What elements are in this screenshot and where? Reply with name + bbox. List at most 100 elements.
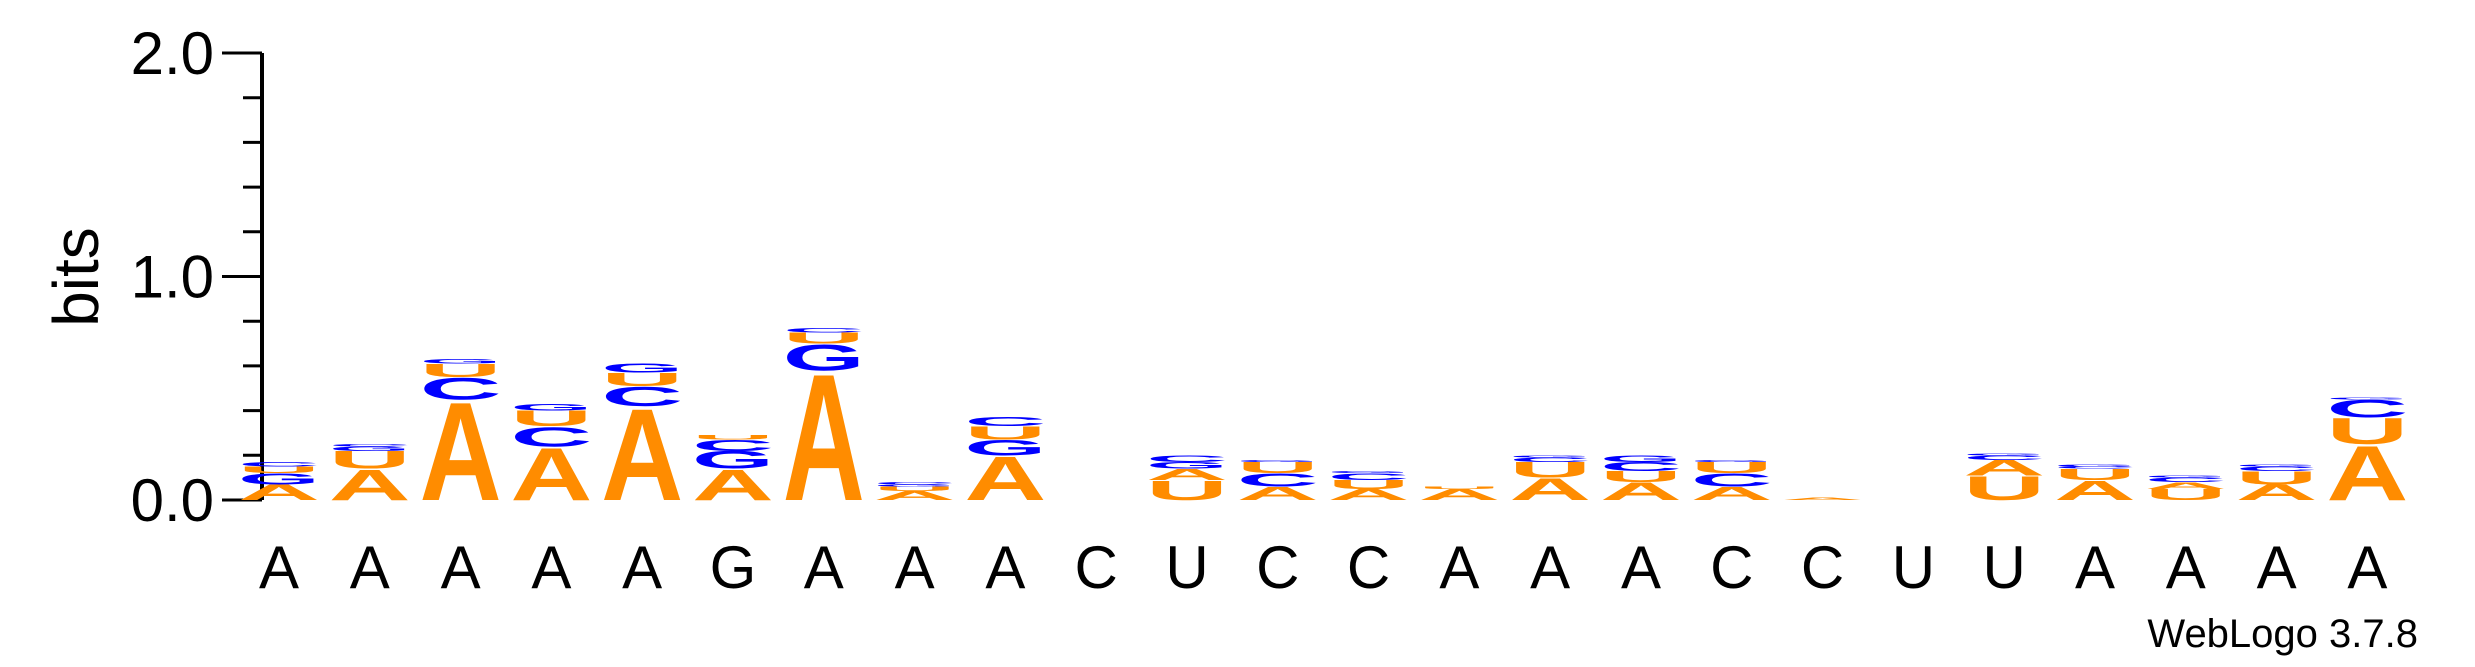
logo-letter-U: U (874, 485, 956, 492)
logo-letter-U: U (692, 434, 774, 441)
logo-letter-A: A (692, 461, 774, 510)
y-axis-label: bits (40, 227, 112, 327)
x-tick-label: C (1801, 534, 1844, 601)
logo-letter-A: A (2326, 430, 2408, 517)
logo-letter-A: A (874, 489, 956, 503)
logo-letter-U: U (1509, 458, 1591, 482)
logo-letter-G: G (420, 358, 502, 365)
logo-letter-G: G (874, 484, 956, 487)
x-tick-label: A (350, 534, 390, 601)
logo-letter-A: A (2236, 480, 2318, 504)
x-tick-label: A (259, 534, 299, 601)
logo-letter-A: A (510, 433, 592, 516)
letter-stack: AU (1418, 486, 1500, 503)
logo-letter-C: C (692, 437, 774, 454)
x-tick-label: U (1892, 534, 1935, 601)
logo-letter-U: U (1418, 486, 1500, 489)
logo-letter-G: G (329, 445, 411, 452)
logo-letter-G: G (1963, 452, 2045, 455)
logo-letter-C: C (1963, 454, 2045, 461)
x-tick-label: A (2166, 534, 2206, 601)
logo-letter-G: G (1328, 470, 1410, 473)
logo-letter-A: A (1146, 466, 1228, 483)
x-tick-label: A (804, 534, 844, 601)
logo-letter-U: U (329, 447, 411, 475)
logo-letter-A: A (2145, 480, 2227, 490)
logo-letter-C: C (1691, 470, 1773, 491)
logo-letter-C: C (1600, 460, 1682, 474)
logo-letter-A: A (783, 337, 865, 539)
logo-letter-C: C (1237, 470, 1319, 491)
logo-letter-U: U (1600, 468, 1682, 485)
logo-letter-C: C (783, 327, 865, 334)
x-tick-label: A (2075, 534, 2115, 601)
y-ticks: 0.0 1.0 2.0 (131, 20, 262, 534)
logo-letter-A: A (1963, 456, 2045, 480)
logo-letter-U: U (2326, 410, 2408, 452)
logo-letter-U: U (2236, 468, 2318, 489)
x-tick-label: C (1075, 534, 1118, 601)
logo-letter-U: U (2054, 466, 2136, 483)
x-tick-label: A (895, 534, 935, 601)
logo-letter-U: U (1237, 459, 1319, 476)
logo-letter-A: A (1691, 483, 1773, 504)
logo-letter-G: G (1146, 460, 1228, 471)
logo-letter-G: G (964, 436, 1046, 460)
logo-letter-C: C (874, 482, 956, 485)
logo-letter-G: G (601, 361, 683, 375)
logo-letter-G: G (1600, 453, 1682, 464)
x-tick-label: C (1256, 534, 1299, 601)
y-tick-label: 2.0 (131, 20, 214, 87)
logo-letter-U: U (1691, 459, 1773, 476)
logo-letter-G: G (2236, 464, 2318, 467)
logo-letter-G: G (1691, 459, 1773, 462)
logo-letter-U: U (420, 360, 502, 381)
logo-letter-G: G (2326, 397, 2408, 400)
logo-letter-A: A (1600, 478, 1682, 506)
logo-letter-A: A (964, 444, 1046, 514)
logo-letter-U: U (1146, 475, 1228, 507)
y-tick-label: 1.0 (131, 244, 214, 311)
logo-letter-A: A (1328, 486, 1410, 503)
logo-letter-C: C (964, 415, 1046, 429)
logo-letter-A: A (329, 461, 411, 510)
logo-letter-U: U (1328, 478, 1410, 492)
x-tick-label: A (441, 534, 481, 601)
logo-letter-U: U (601, 369, 683, 390)
logo-letter-C: C (2054, 466, 2136, 469)
x-tick-label: U (1983, 534, 2026, 601)
logo-letter-C: C (2145, 477, 2227, 484)
x-tick-label: A (985, 534, 1025, 601)
logo-letter-G: G (2145, 475, 2227, 478)
logo-letter-C: C (601, 381, 683, 413)
logo-letter-U: U (783, 330, 865, 347)
x-tick-label: U (1165, 534, 1208, 601)
logo-letter-C: C (1328, 472, 1410, 482)
logo-letter-A: A (420, 374, 502, 531)
x-tick-label: C (1710, 534, 1753, 601)
logo-letter-G: G (238, 470, 320, 487)
letter-stack: A (1782, 497, 1864, 500)
logo-letter-C: C (1509, 456, 1591, 463)
logo-letter-C: C (329, 444, 411, 447)
logo-letter-U: U (238, 465, 320, 475)
y-tick-label: 0.0 (131, 467, 214, 534)
logo-letter-C: C (2236, 465, 2318, 472)
